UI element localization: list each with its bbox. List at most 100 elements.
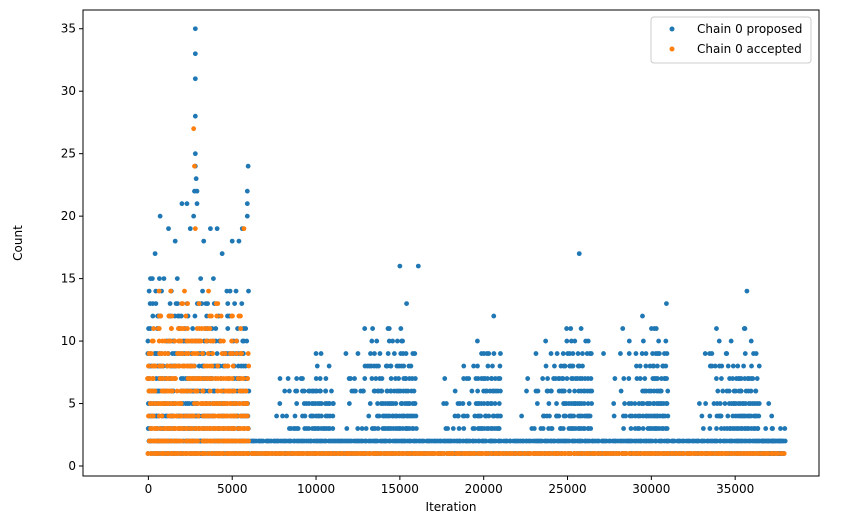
data-point (214, 226, 220, 232)
data-point (178, 401, 184, 406)
data-point (192, 113, 198, 119)
data-point (329, 388, 334, 394)
data-point (172, 338, 178, 344)
data-point (461, 363, 467, 369)
data-point (225, 363, 231, 369)
data-point (596, 438, 602, 444)
data-point (581, 401, 587, 406)
data-point (456, 426, 462, 431)
data-point (192, 226, 198, 232)
data-point (491, 351, 497, 356)
data-point (192, 76, 198, 82)
data-point (214, 351, 220, 356)
data-point (233, 288, 239, 294)
y-tick-label: 10 (61, 334, 76, 348)
data-point (154, 426, 160, 431)
data-point (227, 288, 233, 294)
data-point (656, 338, 662, 344)
data-point (769, 413, 775, 419)
data-point (725, 363, 731, 369)
data-point (671, 438, 677, 444)
data-point (589, 401, 595, 406)
data-point (548, 351, 554, 356)
data-point (225, 301, 231, 306)
data-point (643, 363, 649, 369)
data-point (386, 326, 392, 331)
data-point (489, 401, 495, 406)
legend-label-proposed: Chain 0 proposed (697, 22, 802, 36)
data-point (466, 376, 472, 381)
data-point (149, 351, 154, 356)
data-point (588, 376, 594, 381)
data-point (570, 351, 576, 356)
data-point (200, 388, 206, 394)
data-point (241, 226, 247, 232)
x-axis-title: Iteration (426, 500, 477, 514)
data-point (238, 326, 244, 331)
data-point (198, 276, 204, 282)
data-point (147, 326, 153, 331)
data-point (207, 388, 213, 394)
data-point (183, 313, 189, 319)
data-point (562, 363, 568, 369)
data-point (412, 351, 418, 356)
data-point (748, 338, 754, 344)
data-point (153, 288, 159, 294)
data-point (190, 326, 196, 331)
data-point (379, 376, 385, 381)
data-point (781, 451, 787, 456)
data-point (369, 376, 375, 381)
data-point (178, 313, 184, 319)
data-point (375, 426, 381, 431)
data-point (210, 351, 216, 356)
data-point (755, 426, 761, 431)
data-point (348, 376, 353, 381)
data-point (228, 388, 234, 394)
data-point (230, 313, 235, 319)
data-point (191, 413, 197, 419)
data-point (388, 376, 394, 381)
data-point (519, 413, 525, 419)
data-point (498, 388, 503, 394)
data-point (168, 338, 173, 344)
data-point (722, 401, 728, 406)
data-point (208, 226, 213, 232)
data-point (229, 238, 235, 244)
data-point (626, 351, 632, 356)
data-point (361, 388, 366, 394)
data-point (572, 388, 578, 394)
data-point (396, 376, 402, 381)
data-point (206, 288, 211, 294)
data-point (200, 288, 205, 294)
data-point (277, 401, 283, 406)
data-point (191, 363, 197, 369)
data-point (712, 363, 718, 369)
data-point (714, 376, 719, 381)
data-point (393, 401, 399, 406)
data-point (412, 401, 418, 406)
data-point (471, 363, 477, 369)
data-point (194, 188, 200, 194)
data-point (178, 413, 184, 419)
data-point (245, 376, 251, 381)
data-point (326, 401, 332, 406)
data-point (194, 388, 200, 394)
data-point (403, 351, 409, 356)
data-point (292, 413, 298, 419)
data-point (156, 338, 162, 344)
data-point (664, 401, 670, 406)
data-point (634, 363, 639, 369)
data-point (622, 401, 627, 406)
data-point (560, 351, 566, 356)
data-point (728, 338, 734, 344)
data-point (714, 426, 719, 431)
data-point (730, 363, 736, 369)
data-point (588, 426, 594, 431)
data-point (245, 413, 250, 419)
data-point (359, 426, 365, 431)
data-point (370, 326, 376, 331)
data-point (413, 413, 419, 419)
data-point (633, 351, 639, 356)
data-point (200, 351, 205, 356)
data-point (570, 363, 576, 369)
